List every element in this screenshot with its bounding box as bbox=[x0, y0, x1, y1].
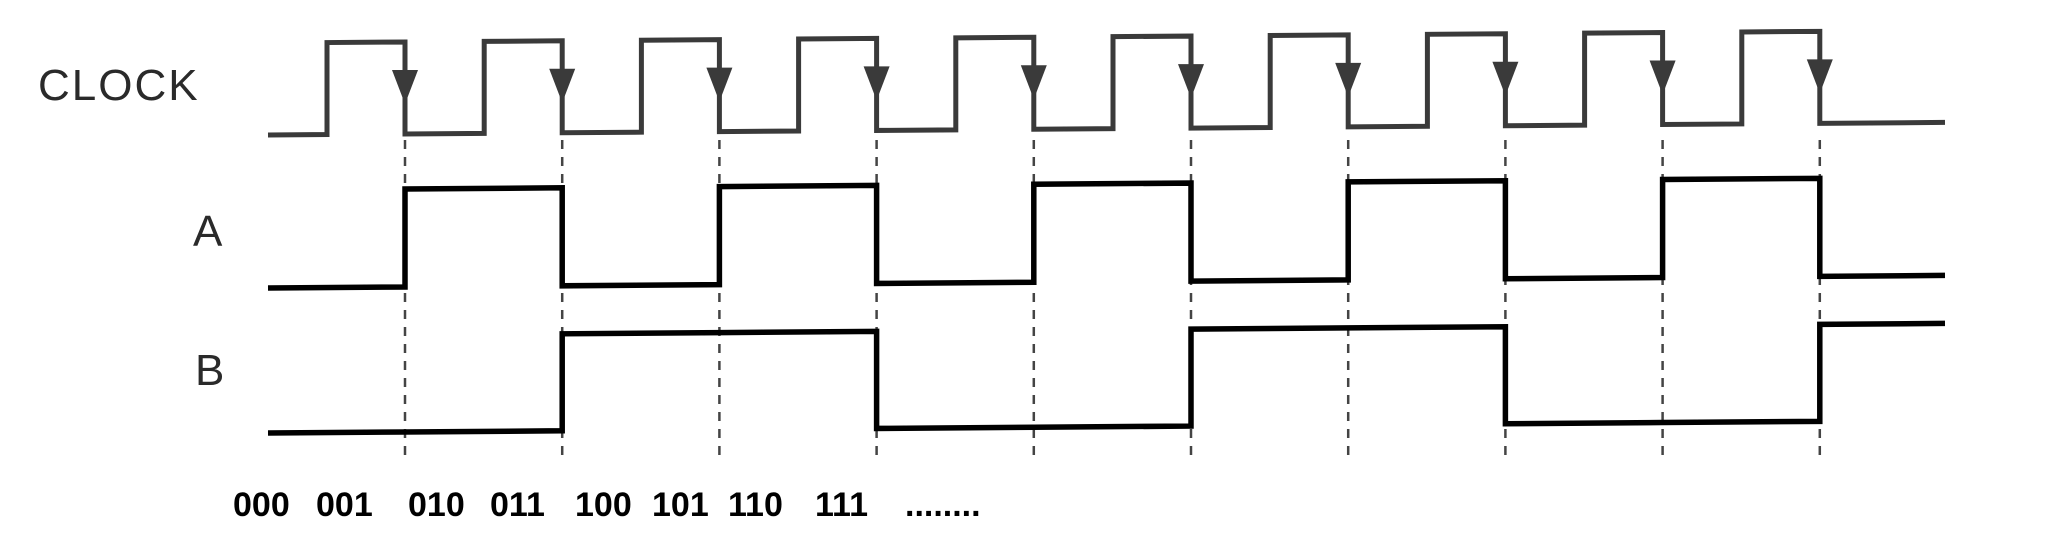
falling-edge-arrow bbox=[1335, 62, 1362, 97]
state-label: ........ bbox=[905, 486, 981, 524]
falling-edge-arrow bbox=[706, 67, 733, 102]
falling-edge-arrow bbox=[1649, 60, 1676, 95]
state-sequence: 000 001 010 011 100 101 110 111 ........ bbox=[233, 486, 981, 524]
clock-waveform bbox=[267, 28, 1946, 138]
falling-edge-arrow bbox=[549, 68, 576, 103]
state-label: 001 bbox=[316, 486, 373, 524]
falling-edge-arrow bbox=[1492, 61, 1519, 96]
falling-edge-arrows bbox=[392, 59, 1833, 104]
b-waveform bbox=[267, 320, 1946, 436]
clock-edge-guides bbox=[403, 140, 1822, 462]
b-signal-label: B bbox=[195, 346, 226, 395]
a-waveform bbox=[267, 175, 1946, 291]
state-label: 111 bbox=[815, 486, 868, 524]
falling-edge-arrow bbox=[392, 69, 418, 104]
falling-edge-arrow bbox=[1020, 65, 1047, 100]
state-label: 010 bbox=[408, 486, 465, 524]
state-label: 100 bbox=[575, 486, 632, 524]
falling-edge-arrow bbox=[863, 66, 890, 101]
state-label: 000 bbox=[233, 486, 290, 524]
falling-edge-arrow bbox=[1178, 64, 1204, 99]
state-label: 011 bbox=[490, 486, 545, 524]
falling-edge-arrow bbox=[1806, 59, 1833, 94]
state-label: 110 bbox=[728, 486, 783, 524]
a-signal-label: A bbox=[193, 207, 224, 256]
clock-signal-label: CLOCK bbox=[38, 61, 200, 110]
state-label: 101 bbox=[652, 486, 709, 524]
